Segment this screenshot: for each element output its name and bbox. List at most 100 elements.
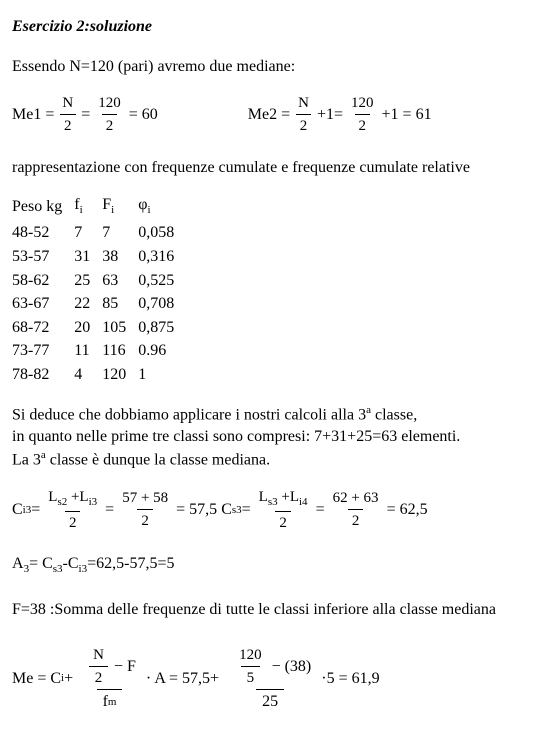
cs3-L1sub: s3 xyxy=(268,496,278,508)
deduce-l3a: La 3 xyxy=(12,451,41,468)
exercise-title: Esercizio 2:soluzione xyxy=(12,16,543,38)
ci3-sub: i3 xyxy=(23,503,32,518)
ci3-L1sub: s2 xyxy=(57,496,67,508)
cs3-den2: 2 xyxy=(348,509,364,531)
cs3-num2: 62 + 63 xyxy=(329,488,383,509)
me1-frac2: 120 2 xyxy=(94,93,125,137)
me2-label: Me2 = xyxy=(248,104,290,126)
me2-frac2: 120 2 xyxy=(347,93,378,137)
cs3-sub: s3 xyxy=(232,503,242,518)
cell: 7 xyxy=(102,222,138,246)
ci3-den1: 2 xyxy=(65,511,81,533)
table-row: 63-6722850,708 xyxy=(12,293,186,317)
col-Fi: Fi xyxy=(102,194,138,222)
cs3-L2sub: i4 xyxy=(299,496,308,508)
me2-frac2-num: 120 xyxy=(347,93,378,114)
me-final-equation: Me = Ci + N 2 − F fm · A = 57,5+ 120 5 −… xyxy=(12,645,380,713)
cs3-frac2: 62 + 63 2 xyxy=(329,488,383,532)
me1-frac1-num: N xyxy=(58,93,77,114)
cell: 63 xyxy=(102,270,138,294)
cell: 105 xyxy=(102,317,138,341)
me1-frac1-den: 2 xyxy=(60,114,76,136)
cs3-eq1: = xyxy=(316,499,325,521)
ci3-result: = 57,5 xyxy=(176,499,217,521)
cell: 120 xyxy=(102,364,138,388)
me-bigfrac1: N 2 − F fm xyxy=(77,645,142,713)
cell: 0,875 xyxy=(138,317,186,341)
me-fm-sub: m xyxy=(108,695,117,710)
me-mid: · A = 57,5+ xyxy=(146,668,219,690)
table-row: 78-8241201 xyxy=(12,364,186,388)
cell: 73-77 xyxy=(12,340,74,364)
me-den-25: 25 xyxy=(256,689,284,713)
table-row: 58-6225630,525 xyxy=(12,270,186,294)
ci3-plus: +L xyxy=(67,489,88,505)
me2-frac1-den: 2 xyxy=(296,114,312,136)
cell: 53-57 xyxy=(12,246,74,270)
cs3-plus: +L xyxy=(278,489,299,505)
me-result: ·5 = 61,9 xyxy=(321,668,379,690)
cell: 11 xyxy=(74,340,102,364)
me-inner-num: N xyxy=(87,645,110,666)
deduce-l1b: classe, xyxy=(371,407,417,424)
me-inner-frac1: N 2 xyxy=(87,645,110,689)
a3-equation: A3= Cs3-Ci3=62,5-57,5=5 xyxy=(12,553,543,577)
cs3-C: C xyxy=(221,499,232,521)
col-peso: Peso kg xyxy=(12,194,74,222)
cell: 0,316 xyxy=(138,246,186,270)
me-bigfrac2: 120 5 − (38) 25 xyxy=(223,645,317,713)
ci3-den2: 2 xyxy=(137,509,153,531)
me1-frac2-den: 2 xyxy=(102,114,118,136)
me-inner-den: 2 xyxy=(89,666,109,688)
cs3-eq0: = xyxy=(242,499,251,521)
cell: 20 xyxy=(74,317,102,341)
cell: 38 xyxy=(102,246,138,270)
deduce-l3b: classe è dunque la classe mediana. xyxy=(46,451,270,468)
deduce-l1a: Si deduce che dobbiamo applicare i nostr… xyxy=(12,407,366,424)
frequency-table: Peso kg fi Fi φi 48-52770,058 53-5731380… xyxy=(12,194,186,387)
representation-text: rappresentazione con frequenze cumulate … xyxy=(12,157,543,179)
me2-frac1: N 2 xyxy=(294,93,313,137)
cell: 85 xyxy=(102,293,138,317)
me1-equation: Me1 = N 2 = 120 2 = 60 xyxy=(12,93,158,137)
me1-label: Me1 = xyxy=(12,104,54,126)
me-minus-38: − (38) xyxy=(272,656,312,678)
cs3-L1: L xyxy=(259,489,268,505)
cell: 0.96 xyxy=(138,340,186,364)
cell: 63-67 xyxy=(12,293,74,317)
ci3-L2sub: i3 xyxy=(89,496,98,508)
deduce-l2: in quanto nelle prime tre classi sono co… xyxy=(12,426,543,448)
me-inner2-den: 5 xyxy=(241,666,261,688)
cs3-frac1: Ls3 +Li4 2 xyxy=(255,487,312,533)
col-fi: fi xyxy=(74,194,102,222)
ci3-C: C xyxy=(12,499,23,521)
me2-plus1: +1= xyxy=(317,104,343,126)
me2-frac1-num: N xyxy=(294,93,313,114)
cell: 78-82 xyxy=(12,364,74,388)
me1-frac2-num: 120 xyxy=(94,93,125,114)
ci3-frac2: 57 + 58 2 xyxy=(118,488,172,532)
intro-text: Essendo N=120 (pari) avremo due mediane: xyxy=(12,56,543,78)
cs3-equation: Cs3 = Ls3 +Li4 2 = 62 + 63 2 = 62,5 xyxy=(221,487,427,533)
cell: 68-72 xyxy=(12,317,74,341)
cell: 0,708 xyxy=(138,293,186,317)
me-inner-frac2: 120 5 xyxy=(233,645,268,689)
col-phi: φi xyxy=(138,194,186,222)
table-row: 68-72201050,875 xyxy=(12,317,186,341)
ci3-frac1: Ls2 +Li3 2 xyxy=(44,487,101,533)
cell: 25 xyxy=(74,270,102,294)
table-row: 73-77111160.96 xyxy=(12,340,186,364)
me1-result: = 60 xyxy=(129,104,158,126)
cell: 4 xyxy=(74,364,102,388)
cs3-result: = 62,5 xyxy=(387,499,428,521)
cell: 0,058 xyxy=(138,222,186,246)
me-inner2-num: 120 xyxy=(233,645,268,666)
ci3-num2: 57 + 58 xyxy=(118,488,172,509)
me2-equation: Me2 = N 2 +1= 120 2 +1 = 61 xyxy=(248,93,432,137)
table-row: 53-5731380,316 xyxy=(12,246,186,270)
me-minus-f: − F xyxy=(114,656,136,678)
cell: 58-62 xyxy=(12,270,74,294)
median-equations: Me1 = N 2 = 120 2 = 60 Me2 = N 2 +1= 120… xyxy=(12,93,543,137)
cell: 7 xyxy=(74,222,102,246)
cell: 116 xyxy=(102,340,138,364)
